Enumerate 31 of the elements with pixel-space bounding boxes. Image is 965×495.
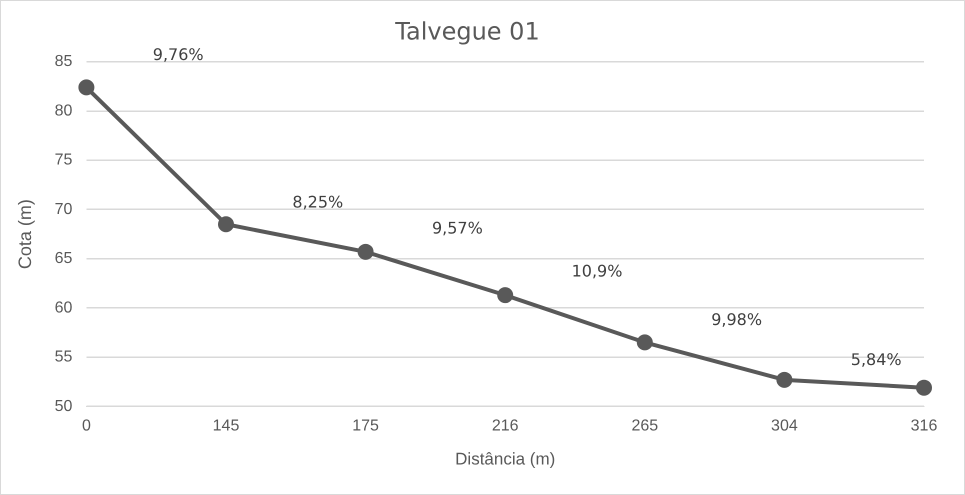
- annotation: 5,84%: [850, 350, 902, 370]
- point: [78, 79, 94, 96]
- point: [218, 216, 234, 232]
- y-tick-label: 50: [54, 398, 72, 415]
- x-tick-label: 175: [352, 417, 380, 434]
- point: [497, 287, 514, 304]
- x-axis-title: Distância (m): [455, 449, 556, 468]
- y-axis-title: Cota (m): [14, 199, 35, 270]
- annotation: 9,98%: [711, 310, 762, 329]
- point: [916, 380, 932, 396]
- y-tick-label: 65: [54, 250, 72, 268]
- annotation: 9,57%: [432, 218, 483, 238]
- x-tick-label: 304: [771, 417, 798, 434]
- x-tick-label: 0: [82, 417, 91, 434]
- y-tick-label: 55: [54, 348, 72, 366]
- x-tick-label: 316: [910, 417, 938, 434]
- x-tick-label: 265: [631, 417, 658, 434]
- chart-title: Talvegue 01: [394, 18, 540, 46]
- y-tick-label: 75: [54, 152, 72, 169]
- x-tick-label: 216: [492, 417, 519, 434]
- annotation: 10,9%: [572, 262, 622, 281]
- y-tick-label: 80: [54, 102, 72, 120]
- x-tick-label: 145: [212, 417, 240, 434]
- annotation: 8,25%: [292, 192, 344, 212]
- y-tick-label: 60: [54, 299, 72, 316]
- point: [776, 372, 792, 388]
- y-tick-label: 85: [54, 53, 72, 70]
- point: [358, 244, 374, 260]
- y-tick-label: 70: [54, 200, 72, 218]
- annotation: 9,76%: [152, 44, 204, 64]
- point: [636, 334, 653, 350]
